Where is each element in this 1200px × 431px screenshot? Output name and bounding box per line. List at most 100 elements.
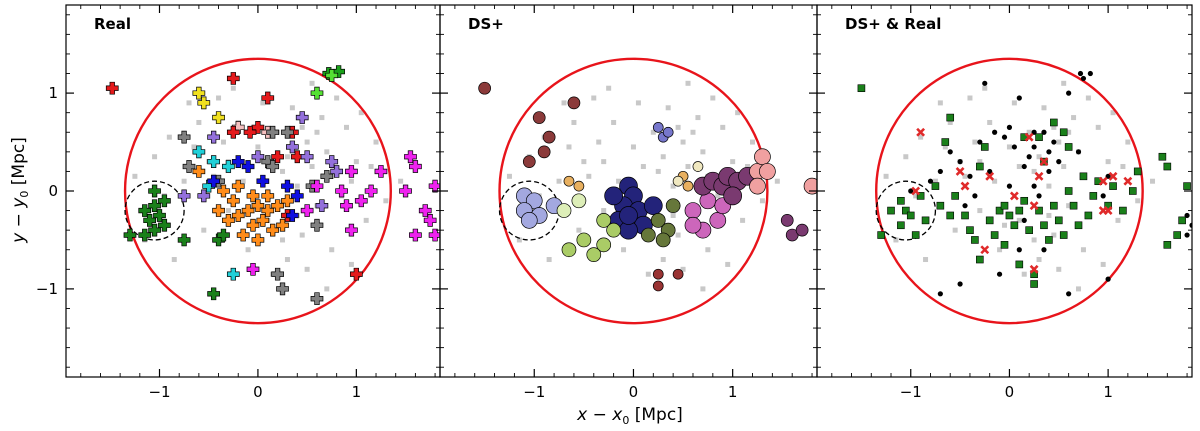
- interloper-x: [1039, 157, 1049, 167]
- background-point: [1150, 178, 1156, 184]
- member-square: [1084, 211, 1093, 220]
- cross-marker: [217, 184, 230, 198]
- background-point: [611, 119, 617, 125]
- cross-marker: [231, 121, 245, 134]
- black-point: [957, 281, 963, 287]
- member-square: [976, 255, 984, 264]
- background-point: [280, 237, 286, 243]
- circle-marker: [692, 161, 704, 172]
- background-point: [1066, 203, 1072, 209]
- background-point: [1002, 222, 1007, 228]
- background-point: [1006, 144, 1012, 150]
- background-point: [324, 286, 330, 292]
- cross-marker: [281, 194, 294, 208]
- background-point: [630, 144, 636, 150]
- black-point: [967, 173, 973, 179]
- background-point: [967, 95, 973, 101]
- background-point: [299, 124, 305, 130]
- background-point: [1125, 139, 1131, 145]
- cross-marker: [246, 262, 260, 276]
- cross-marker: [310, 86, 324, 100]
- background-point: [937, 100, 943, 106]
- background-point: [1056, 139, 1062, 145]
- member-square: [941, 138, 950, 146]
- background-point: [398, 178, 404, 184]
- black-point: [1066, 90, 1072, 96]
- black-point: [937, 168, 943, 175]
- panel-3: −1 0 1 DS+ & Real: [816, 4, 1193, 401]
- member-square: [1054, 216, 1063, 225]
- background-point: [230, 85, 236, 91]
- cross-marker: [271, 267, 284, 281]
- plot-area: [857, 57, 1192, 325]
- background-point: [596, 139, 602, 145]
- cross-marker: [177, 189, 191, 203]
- background-point: [1016, 164, 1022, 170]
- background-point: [225, 208, 231, 214]
- background-point: [1100, 261, 1106, 267]
- circle-marker: [586, 247, 602, 262]
- member-square: [877, 231, 885, 239]
- member-square: [936, 201, 945, 210]
- circle-marker: [652, 268, 664, 280]
- background-point: [1085, 95, 1091, 101]
- background-point: [923, 257, 929, 263]
- member-square: [1059, 231, 1068, 239]
- background-point: [1135, 198, 1141, 204]
- cross-marker: [286, 209, 299, 222]
- background-point: [700, 149, 706, 155]
- background-point: [680, 139, 686, 145]
- black-point: [972, 193, 978, 199]
- background-point: [680, 266, 686, 272]
- cross-marker: [271, 150, 284, 164]
- circle-marker: [723, 186, 743, 206]
- background-point: [695, 115, 701, 121]
- circle-marker: [672, 175, 684, 187]
- cross-marker: [374, 165, 388, 178]
- background-point: [947, 119, 953, 125]
- background-point: [997, 247, 1003, 253]
- cross-marker: [207, 155, 220, 168]
- member-square: [1064, 187, 1073, 195]
- circle-marker: [563, 175, 575, 187]
- background-point: [586, 173, 592, 179]
- background-point: [152, 154, 158, 160]
- panels-layer: −1 0 1 −1 0 1 Real −1 0 1 DS+ −1 0 1 DS+ & Real: [36, 4, 1193, 401]
- background-point: [1041, 105, 1047, 111]
- background-point: [1110, 110, 1116, 116]
- background-point: [314, 129, 320, 135]
- background-point: [1036, 154, 1042, 160]
- circle-marker: [759, 163, 776, 180]
- member-square: [857, 84, 866, 93]
- background-point: [591, 95, 597, 101]
- background-point: [329, 247, 335, 253]
- member-square: [911, 231, 920, 239]
- circle-marker: [652, 122, 664, 133]
- member-square: [1000, 201, 1009, 210]
- y-tick-label: 0: [48, 182, 58, 200]
- black-point: [908, 188, 914, 194]
- black-point: [1189, 222, 1192, 228]
- cross-marker: [105, 81, 119, 95]
- background-point: [675, 124, 681, 130]
- member-square: [961, 211, 969, 220]
- cross-marker: [148, 223, 161, 237]
- member-square: [980, 143, 989, 151]
- plot-area: [105, 57, 440, 325]
- member-square: [902, 206, 910, 215]
- member-square: [1030, 280, 1038, 288]
- cross-marker: [266, 223, 280, 237]
- background-point: [1031, 237, 1037, 243]
- cross-marker: [207, 130, 220, 144]
- background-point: [883, 173, 889, 179]
- background-point: [1031, 168, 1037, 174]
- cross-marker: [251, 233, 265, 247]
- black-point: [1105, 276, 1111, 282]
- interloper-x: [1103, 206, 1113, 215]
- background-point: [373, 139, 379, 145]
- background-point: [685, 164, 691, 170]
- cross-marker: [266, 160, 280, 173]
- member-square: [951, 192, 959, 200]
- circle-marker: [684, 202, 702, 219]
- background-point: [348, 261, 354, 267]
